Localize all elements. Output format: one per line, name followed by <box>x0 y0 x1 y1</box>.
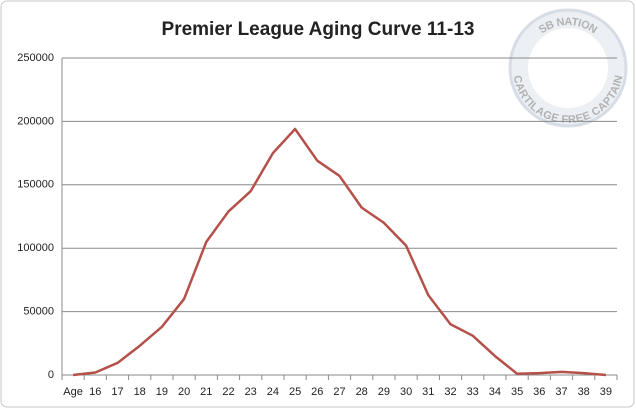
x-tick-label: 21 <box>200 386 212 398</box>
y-tick-label: 250000 <box>17 52 54 64</box>
x-tick-label: 27 <box>333 386 345 398</box>
x-tick-label: 30 <box>400 386 412 398</box>
x-tick-label: 28 <box>356 386 368 398</box>
series-line <box>72 127 607 377</box>
y-tick-label: 100000 <box>17 242 54 254</box>
x-tick-label: 38 <box>578 386 590 398</box>
x-tick-label: 18 <box>134 386 146 398</box>
y-tick-label: 50000 <box>23 306 54 318</box>
x-tick-label: 39 <box>600 386 612 398</box>
x-tick-label: 24 <box>267 386 279 398</box>
x-tick-label: 17 <box>111 386 123 398</box>
x-tick-label: 35 <box>511 386 523 398</box>
x-tick-label: 26 <box>311 386 323 398</box>
x-tick-label: 29 <box>378 386 390 398</box>
x-tick-label: 16 <box>89 386 101 398</box>
chart-title: Premier League Aging Curve 11-13 <box>162 19 475 40</box>
x-tick-label: Age <box>63 386 83 398</box>
y-tick-label: 0 <box>48 369 54 381</box>
y-tick-label: 200000 <box>17 115 54 127</box>
x-tick-label: 33 <box>467 386 479 398</box>
watermark-disc <box>508 8 628 128</box>
x-tick-label: 31 <box>422 386 434 398</box>
x-tick-label: 22 <box>222 386 234 398</box>
x-tick-label: 25 <box>289 386 301 398</box>
watermark: SB NATION CARTILAGE FREE CAPTAIN <box>508 8 628 128</box>
x-tick-label: 19 <box>156 386 168 398</box>
x-tick-label: 34 <box>489 386 501 398</box>
watermark-inner <box>528 28 608 108</box>
x-tick-label: 37 <box>555 386 567 398</box>
x-tick-label: 20 <box>178 386 190 398</box>
y-tick-label: 150000 <box>17 179 54 191</box>
x-tick-label: 36 <box>533 386 545 398</box>
x-tick-label: 32 <box>444 386 456 398</box>
x-tick-label: 23 <box>245 386 257 398</box>
